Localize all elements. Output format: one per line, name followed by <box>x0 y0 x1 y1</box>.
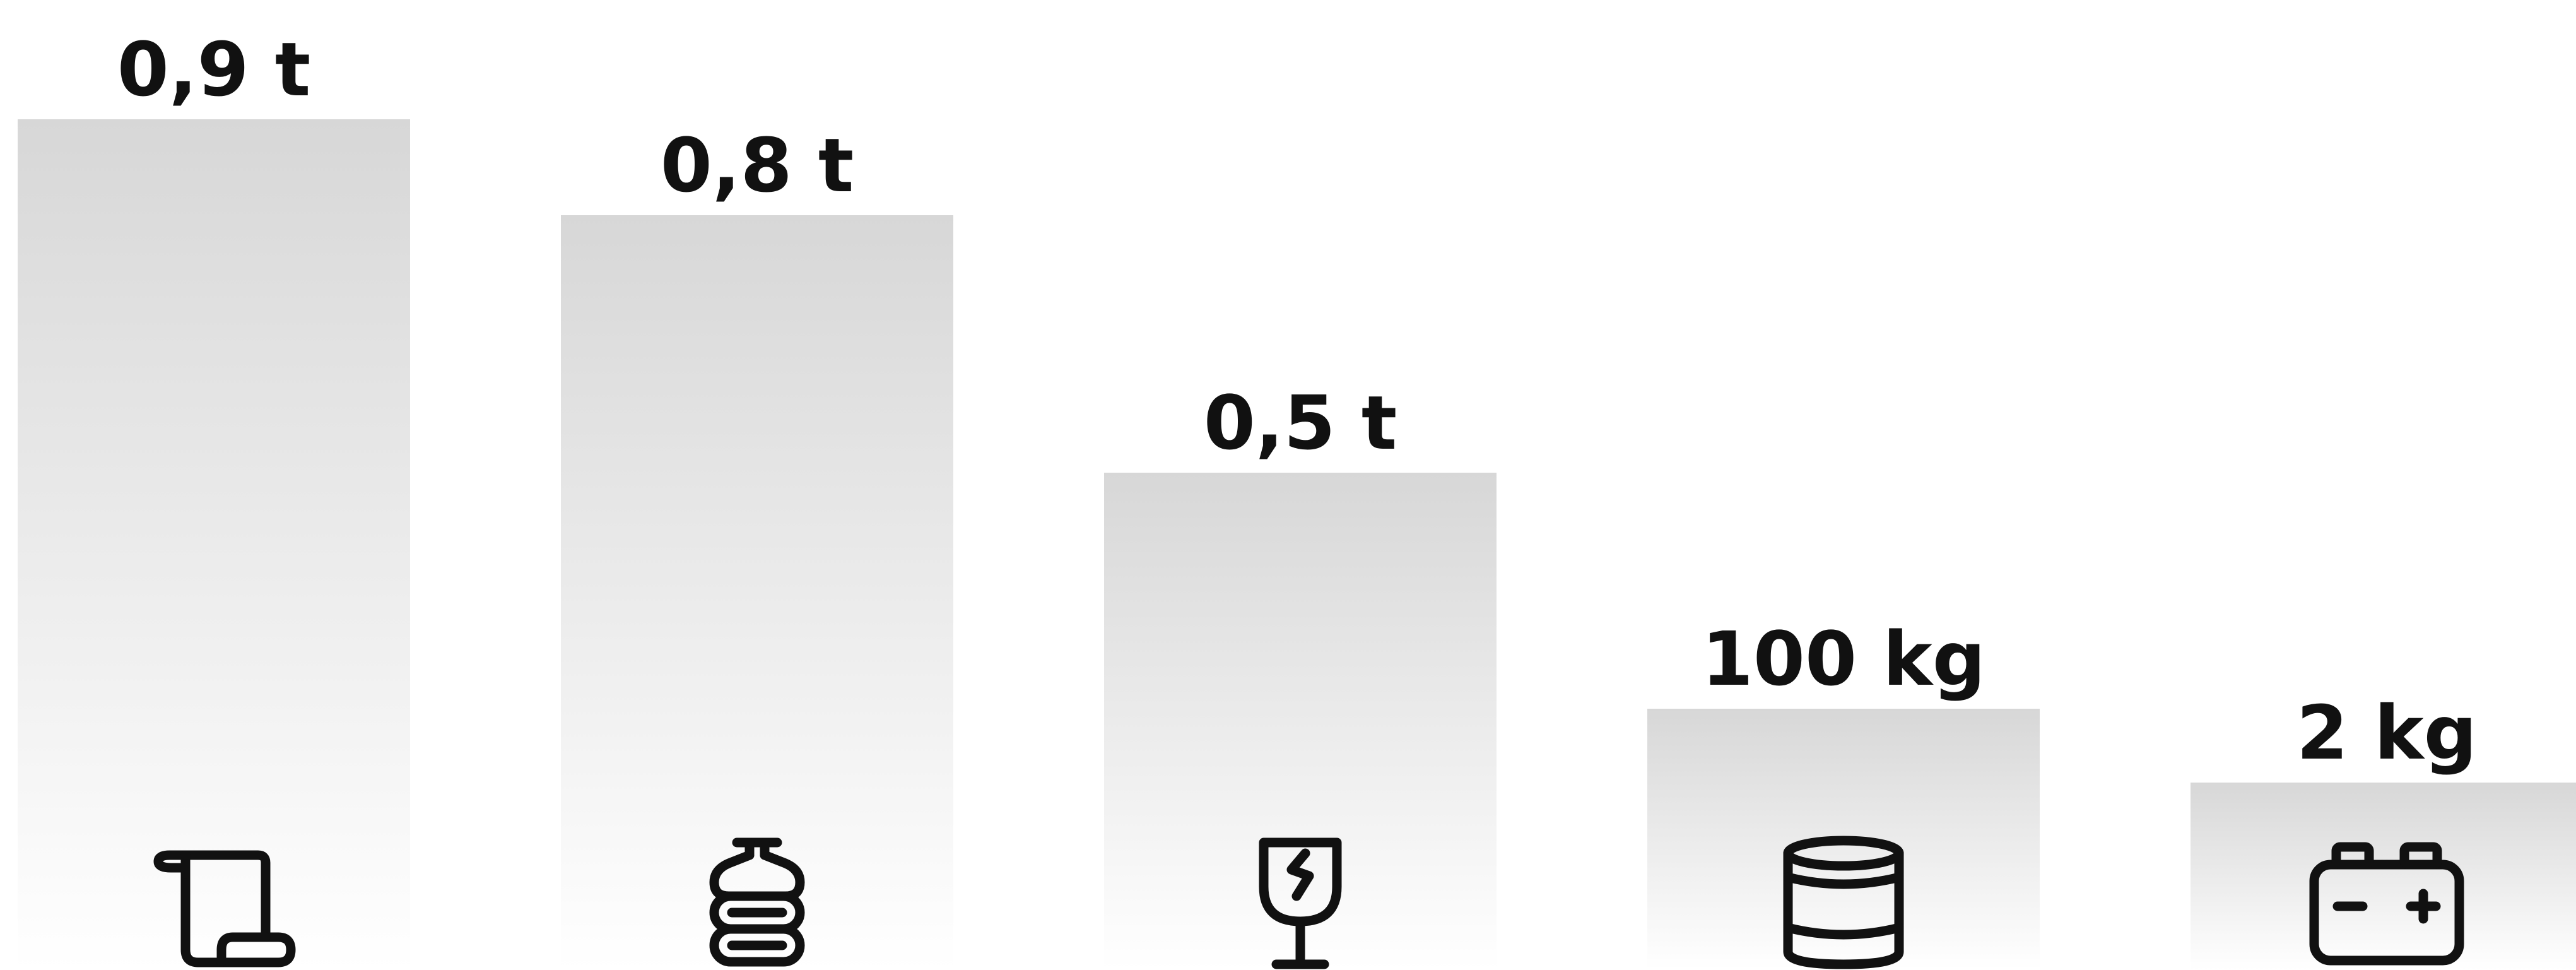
bar-batteries <box>2191 783 2576 970</box>
bars-group <box>18 119 2576 970</box>
icons-group <box>153 836 2464 969</box>
paper-scroll-icon <box>153 850 296 967</box>
bar-paper <box>18 119 410 970</box>
value-label-metal: 100 kg <box>1702 615 1985 702</box>
value-label-batteries: 2 kg <box>2297 689 2477 776</box>
metal-can-icon <box>1783 836 1904 969</box>
value-labels-group: 0,9 t 0,8 t 0,5 t 100 kg 2 kg <box>117 26 2477 776</box>
value-label-paper: 0,9 t <box>117 26 311 113</box>
value-label-glass: 0,5 t <box>1204 379 1397 466</box>
plastic-bottle-icon <box>709 837 805 967</box>
glass-icon <box>1259 837 1342 969</box>
battery-icon <box>2309 842 2464 966</box>
bar-plastic <box>561 215 953 970</box>
value-label-plastic: 0,8 t <box>661 122 854 209</box>
